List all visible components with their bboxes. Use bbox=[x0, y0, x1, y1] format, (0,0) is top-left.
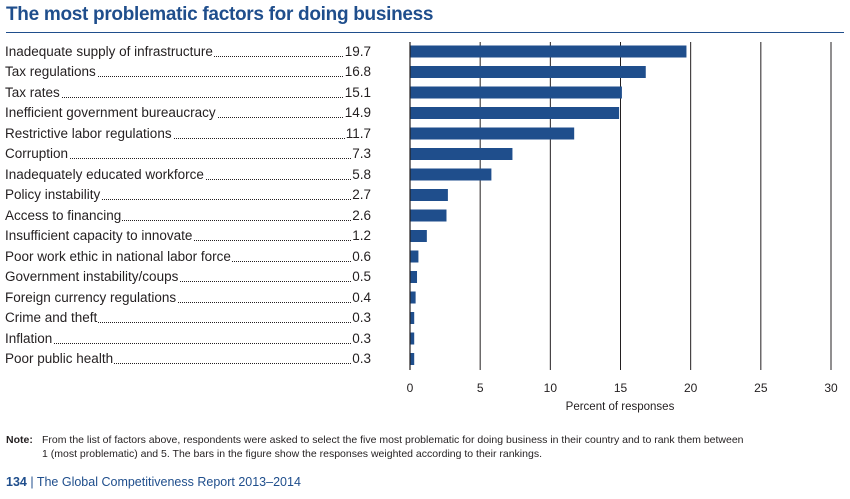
x-tick-label: 25 bbox=[754, 381, 768, 395]
bar bbox=[410, 291, 416, 304]
factor-row-label: Inefficient government bureaucracy 14.9 bbox=[5, 104, 371, 122]
report-name: The Global Competitiveness Report 2013–2… bbox=[36, 475, 301, 489]
category-label: Foreign currency regulations bbox=[5, 288, 178, 307]
bar bbox=[410, 209, 447, 222]
bar bbox=[410, 127, 575, 140]
category-label: Restrictive labor regulations bbox=[5, 124, 173, 143]
bar bbox=[410, 353, 415, 365]
factor-row-label: Foreign currency regulations 0.4 bbox=[5, 288, 371, 307]
value-label: 2.6 bbox=[351, 206, 371, 225]
page-number: 134 bbox=[6, 475, 27, 489]
chart-title: The most problematic factors for doing b… bbox=[6, 4, 434, 25]
factor-row-label: Corruption 7.3 bbox=[5, 145, 371, 163]
value-label: 7.3 bbox=[351, 145, 371, 163]
x-tick-label: 5 bbox=[477, 381, 484, 395]
bar bbox=[410, 189, 448, 201]
leader-dots bbox=[5, 76, 371, 77]
leader-dots bbox=[5, 281, 371, 282]
factor-row-label: Crime and theft 0.3 bbox=[5, 309, 371, 327]
bar bbox=[410, 250, 419, 263]
value-label: 5.8 bbox=[351, 165, 371, 184]
category-label: Inefficient government bureaucracy bbox=[5, 104, 217, 122]
value-label: 16.8 bbox=[343, 63, 371, 81]
category-label: Poor public health bbox=[5, 350, 115, 368]
leader-dots bbox=[5, 322, 371, 323]
bar bbox=[410, 332, 415, 345]
value-label: 19.7 bbox=[343, 42, 371, 61]
value-label: 14.9 bbox=[343, 104, 371, 122]
factor-row-label: Government instability/coups 0.5 bbox=[5, 268, 371, 286]
bar bbox=[410, 312, 415, 324]
factor-row-label: Inflation 0.3 bbox=[5, 329, 371, 348]
leader-dots bbox=[5, 199, 371, 200]
bar bbox=[410, 271, 418, 283]
value-label: 0.3 bbox=[351, 350, 371, 368]
leader-dots bbox=[5, 158, 371, 159]
category-label: Government instability/coups bbox=[5, 268, 180, 286]
x-tick-label: 15 bbox=[614, 381, 628, 395]
category-label: Inadequate supply of infrastructure bbox=[5, 42, 214, 61]
category-label: Crime and theft bbox=[5, 309, 99, 327]
x-tick-label: 30 bbox=[824, 381, 838, 395]
leader-dots bbox=[5, 301, 371, 303]
note-line-1: From the list of factors above, responde… bbox=[42, 434, 744, 446]
value-label: 0.3 bbox=[351, 329, 371, 348]
bar bbox=[410, 148, 513, 160]
category-label: Access to financing bbox=[5, 206, 123, 225]
factor-row-label: Tax regulations 16.8 bbox=[5, 63, 371, 81]
category-label: Inadequately educated workforce bbox=[5, 165, 205, 184]
value-label: 15.1 bbox=[343, 83, 371, 102]
category-label: Inflation bbox=[5, 329, 54, 348]
bar bbox=[410, 45, 687, 58]
category-label: Tax regulations bbox=[5, 63, 97, 81]
bar bbox=[410, 168, 492, 181]
note: Note: From the list of factors above, res… bbox=[6, 433, 744, 461]
leader-dots bbox=[5, 342, 371, 344]
bar-chart: 0 5 10 15 20 25 30 bbox=[407, 42, 838, 395]
factor-row-label: Inadequately educated workforce 5.8 bbox=[5, 165, 371, 184]
title-rule bbox=[6, 32, 844, 33]
bar bbox=[410, 86, 622, 99]
x-tick-label: 20 bbox=[684, 381, 698, 395]
category-label: Poor work ethic in national labor force bbox=[5, 247, 232, 266]
factor-row-label: Insufficient capacity to innovate 1.2 bbox=[5, 227, 371, 245]
value-label: 0.6 bbox=[351, 247, 371, 266]
category-label: Tax rates bbox=[5, 83, 61, 102]
value-label: 0.3 bbox=[351, 309, 371, 327]
bar bbox=[410, 230, 427, 242]
footer-separator: | bbox=[30, 475, 34, 489]
leader-dots bbox=[5, 219, 371, 221]
bar bbox=[410, 107, 620, 119]
factor-row-label: Poor public health 0.3 bbox=[5, 350, 371, 368]
value-label: 0.4 bbox=[351, 288, 371, 307]
category-label: Insufficient capacity to innovate bbox=[5, 227, 194, 245]
x-tick-label: 10 bbox=[544, 381, 558, 395]
leader-dots bbox=[5, 363, 371, 364]
x-axis-title: Percent of responses bbox=[565, 401, 675, 413]
factor-row-label: Access to financing 2.6 bbox=[5, 206, 371, 225]
note-line-2: 1 (most problematic) and 5. The bars in … bbox=[42, 448, 542, 460]
value-label: 2.7 bbox=[351, 186, 371, 204]
leader-dots bbox=[5, 137, 371, 139]
leader-dots bbox=[5, 96, 371, 98]
factor-row-label: Inadequate supply of infrastructure 19.7 bbox=[5, 42, 371, 61]
factor-row-label: Restrictive labor regulations 11.7 bbox=[5, 124, 371, 143]
category-label: Policy instability bbox=[5, 186, 102, 204]
factor-row-label: Poor work ethic in national labor force 0… bbox=[5, 247, 371, 266]
category-label: Corruption bbox=[5, 145, 70, 163]
value-label: 0.5 bbox=[351, 268, 371, 286]
x-tick-label: 0 bbox=[407, 381, 414, 395]
value-label: 11.7 bbox=[344, 124, 371, 143]
factor-row-label: Policy instability 2.7 bbox=[5, 186, 371, 204]
note-label: Note: bbox=[6, 434, 33, 446]
factor-row-label: Tax rates 15.1 bbox=[5, 83, 371, 102]
value-label: 1.2 bbox=[351, 227, 371, 245]
bar bbox=[410, 66, 646, 78]
page-footer: 134 | The Global Competitiveness Report … bbox=[6, 475, 301, 489]
